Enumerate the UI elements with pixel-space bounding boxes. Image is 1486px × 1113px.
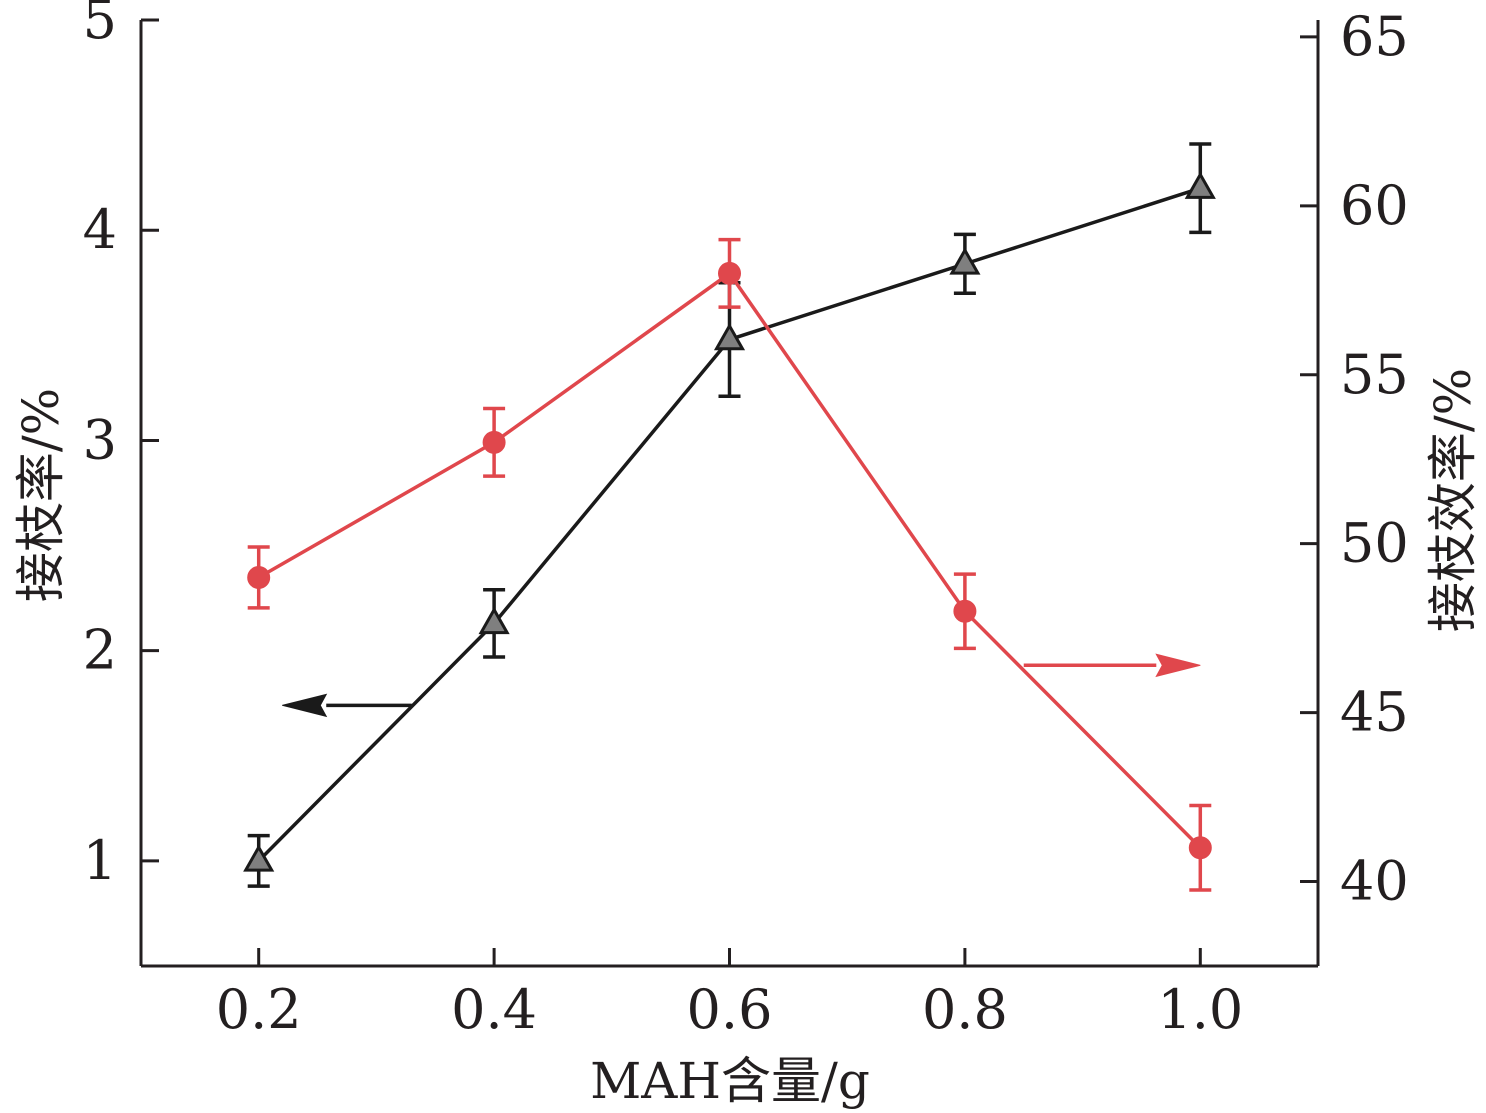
arrow-head xyxy=(1155,653,1201,678)
data-point-circle xyxy=(247,565,271,589)
left-y-axis-title: 接枝率/% xyxy=(12,388,70,602)
data-point-triangle xyxy=(478,606,510,635)
x-axis-title: MAH含量/g xyxy=(590,1052,870,1110)
left-y-tick-label: 5 xyxy=(83,0,117,51)
data-point-triangle xyxy=(949,247,981,275)
left-y-tick-label: 1 xyxy=(83,829,117,892)
annotation-layer xyxy=(282,653,1201,718)
left-y-tick-label: 3 xyxy=(83,408,117,471)
right-y-tick-label: 60 xyxy=(1340,174,1409,237)
right-y-tick-label: 45 xyxy=(1340,681,1409,744)
data-point-triangle xyxy=(243,844,275,872)
data-point-triangle xyxy=(1184,171,1216,199)
arrow-head xyxy=(282,693,328,718)
right-y-tick-label: 50 xyxy=(1340,512,1409,575)
left-y-tick-label: 4 xyxy=(83,198,117,261)
right-y-tick-label: 55 xyxy=(1340,343,1409,406)
x-tick-label: 0.4 xyxy=(451,978,537,1041)
data-point-circle xyxy=(953,599,977,623)
left-y-tick-label: 2 xyxy=(83,619,117,682)
x-tick-label: 1.0 xyxy=(1157,978,1243,1041)
x-tick-label: 0.8 xyxy=(922,978,1008,1041)
series-layer xyxy=(243,142,1216,892)
x-tick-label: 0.2 xyxy=(216,978,302,1041)
x-tick-label: 0.6 xyxy=(687,978,773,1041)
data-point-triangle xyxy=(713,322,746,351)
right-y-tick-label: 65 xyxy=(1340,5,1409,68)
right-y-axis-title: 接枝效率/% xyxy=(1424,368,1482,632)
data-point-circle xyxy=(482,430,506,454)
right-y-tick-label: 40 xyxy=(1340,850,1409,913)
data-point-circle xyxy=(1188,836,1212,860)
data-point-circle xyxy=(718,261,741,285)
